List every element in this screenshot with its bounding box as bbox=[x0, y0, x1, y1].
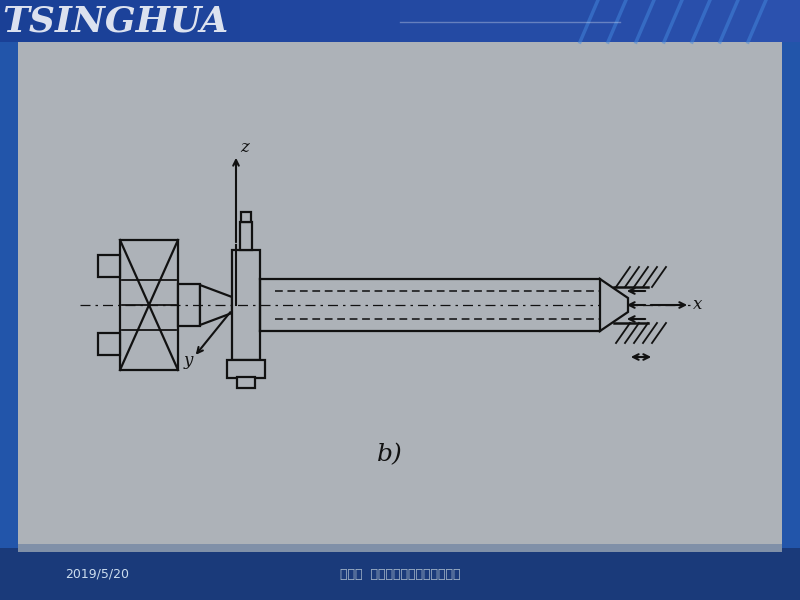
Bar bbox=[0, 548, 800, 600]
Bar bbox=[680, 0, 721, 42]
Bar bbox=[720, 0, 761, 42]
Polygon shape bbox=[200, 285, 232, 325]
Bar bbox=[320, 0, 361, 42]
Bar bbox=[120, 0, 161, 42]
Bar bbox=[560, 0, 601, 42]
Bar bbox=[98, 333, 120, 355]
Bar bbox=[360, 0, 401, 42]
Bar bbox=[200, 0, 241, 42]
Bar bbox=[80, 0, 121, 42]
Bar bbox=[232, 250, 260, 360]
Bar bbox=[0, 0, 41, 42]
Bar bbox=[280, 0, 321, 42]
Bar bbox=[0, 0, 800, 42]
Bar bbox=[400, 0, 441, 42]
Text: x: x bbox=[693, 296, 702, 313]
Bar bbox=[18, 544, 782, 552]
Bar bbox=[120, 240, 178, 370]
Text: TSINGHUA: TSINGHUA bbox=[2, 5, 228, 39]
Text: y: y bbox=[184, 352, 194, 369]
Bar bbox=[241, 212, 251, 222]
Bar bbox=[178, 284, 200, 326]
Text: 2019/5/20: 2019/5/20 bbox=[65, 568, 129, 581]
Bar bbox=[240, 0, 281, 42]
Bar bbox=[440, 0, 481, 42]
Text: b): b) bbox=[377, 443, 403, 467]
Bar bbox=[760, 0, 800, 42]
Text: z: z bbox=[240, 139, 249, 156]
Bar bbox=[640, 0, 681, 42]
Text: 杨继荣  机械制造技术基础教学课件: 杨继荣 机械制造技术基础教学课件 bbox=[340, 568, 460, 581]
Bar bbox=[520, 0, 561, 42]
Bar bbox=[600, 0, 641, 42]
Bar bbox=[240, 222, 252, 250]
Polygon shape bbox=[600, 279, 628, 331]
Bar bbox=[227, 360, 265, 378]
Bar bbox=[98, 255, 120, 277]
Bar bbox=[160, 0, 201, 42]
Bar bbox=[480, 0, 521, 42]
Bar bbox=[237, 377, 255, 388]
Bar bbox=[18, 42, 782, 550]
Bar bbox=[40, 0, 81, 42]
